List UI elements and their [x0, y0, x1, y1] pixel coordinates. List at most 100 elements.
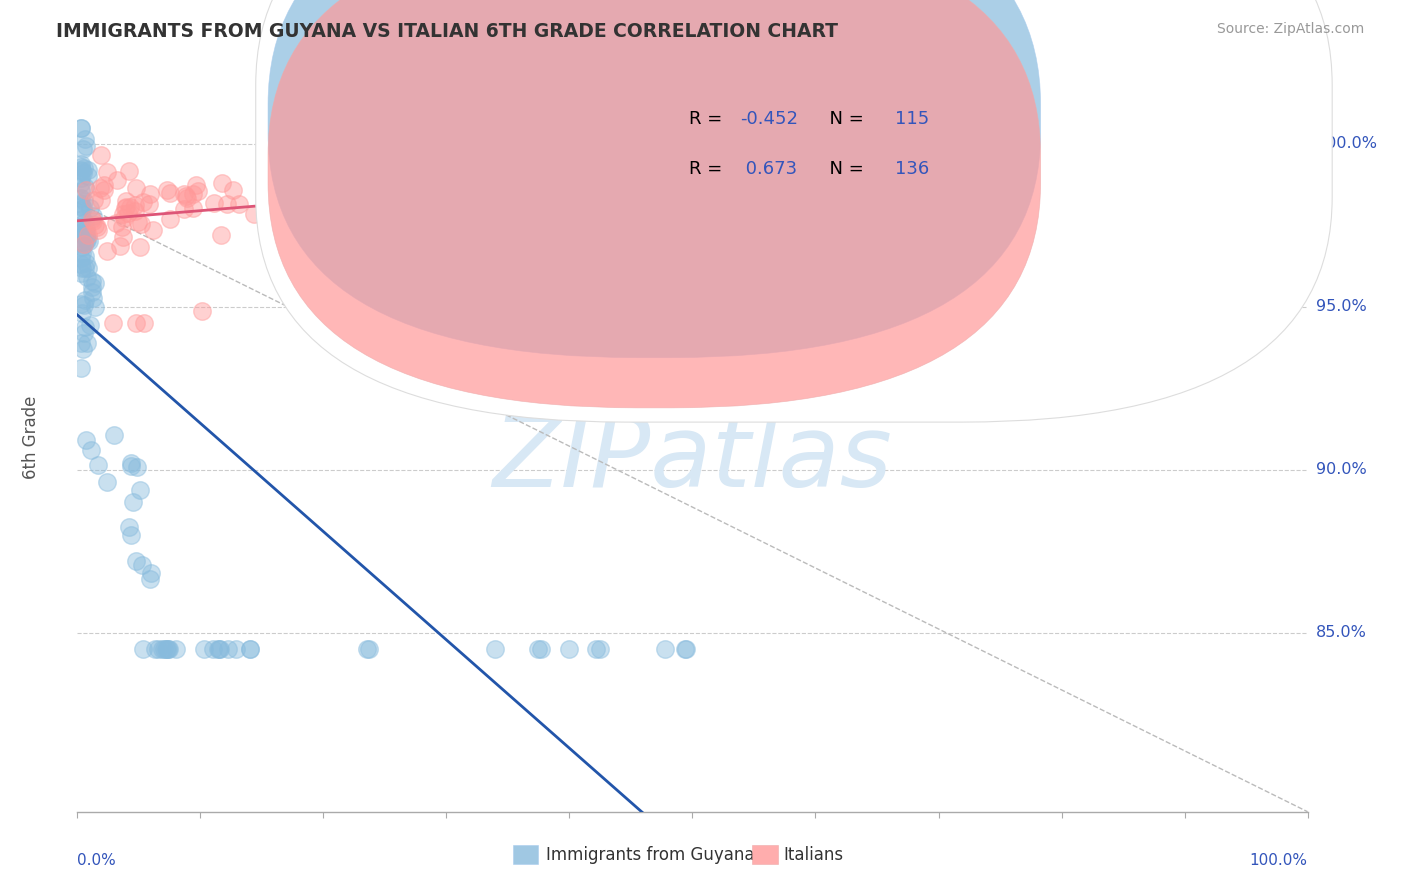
Point: [907, 120, 929, 135]
Point: [974, 153, 997, 167]
Point: [108, 239, 131, 253]
Point: [70, 171, 93, 186]
Point: [70, 336, 93, 351]
Point: [193, 641, 215, 656]
Point: [181, 187, 204, 202]
Point: [344, 202, 367, 217]
Text: 95.0%: 95.0%: [1316, 300, 1367, 314]
Point: [855, 161, 877, 176]
Point: [581, 161, 603, 176]
Point: [75, 180, 97, 194]
Point: [125, 180, 148, 194]
Point: [70, 211, 93, 226]
Point: [893, 152, 915, 166]
Point: [120, 458, 142, 473]
Point: [391, 132, 413, 146]
Point: [73, 194, 96, 208]
Point: [131, 558, 153, 572]
Point: [129, 217, 152, 231]
Point: [538, 167, 561, 181]
Point: [804, 163, 827, 178]
Point: [1076, 165, 1098, 179]
Point: [450, 158, 472, 172]
Point: [129, 483, 152, 497]
Point: [86, 220, 108, 235]
Point: [72, 343, 94, 357]
Point: [165, 641, 187, 656]
Point: [82, 280, 104, 294]
Point: [225, 641, 247, 656]
Point: [769, 129, 792, 144]
Point: [70, 219, 93, 234]
Point: [80, 274, 103, 288]
Point: [72, 166, 94, 180]
Point: [243, 207, 266, 221]
Point: [114, 201, 136, 215]
Point: [308, 223, 330, 237]
Point: [70, 306, 93, 320]
Point: [139, 566, 162, 580]
Point: [79, 234, 101, 248]
FancyBboxPatch shape: [269, 0, 1040, 358]
Point: [70, 220, 93, 235]
Text: Immigrants from Guyana: Immigrants from Guyana: [546, 846, 754, 863]
Text: 136: 136: [896, 160, 929, 178]
Point: [207, 641, 229, 656]
Point: [173, 186, 195, 201]
Point: [202, 641, 225, 656]
Point: [155, 641, 177, 656]
Point: [132, 194, 155, 209]
Point: [124, 198, 146, 212]
Text: R =: R =: [689, 110, 728, 128]
Point: [82, 214, 104, 228]
Point: [269, 202, 291, 216]
Point: [222, 183, 245, 197]
Point: [838, 177, 860, 191]
Point: [70, 251, 93, 265]
Point: [146, 641, 169, 656]
Point: [87, 458, 110, 472]
Point: [70, 235, 93, 250]
Point: [75, 433, 97, 447]
Point: [139, 573, 162, 587]
Point: [673, 641, 696, 656]
Point: [150, 641, 173, 656]
Point: [90, 193, 112, 207]
Point: [75, 139, 97, 153]
Point: [82, 209, 104, 223]
Point: [432, 199, 454, 213]
Point: [239, 641, 262, 656]
Point: [187, 184, 209, 198]
Point: [585, 641, 607, 656]
Point: [426, 212, 449, 227]
Point: [82, 291, 104, 305]
Point: [939, 152, 962, 166]
Point: [105, 216, 128, 230]
Point: [75, 260, 97, 275]
Point: [434, 170, 457, 185]
Point: [129, 240, 152, 254]
Point: [124, 203, 146, 218]
Point: [70, 261, 93, 276]
Point: [359, 641, 381, 656]
Point: [374, 195, 396, 210]
Point: [217, 641, 239, 656]
Point: [76, 233, 98, 247]
Point: [90, 148, 112, 162]
Point: [70, 184, 93, 198]
Point: [79, 318, 101, 332]
Point: [815, 126, 838, 140]
Point: [260, 206, 283, 220]
Point: [80, 442, 103, 457]
Point: [1056, 116, 1078, 130]
Point: [1226, 127, 1249, 141]
Point: [73, 249, 96, 263]
Point: [208, 641, 231, 656]
Point: [624, 267, 647, 281]
Point: [87, 223, 110, 237]
Point: [156, 183, 179, 197]
Point: [673, 164, 696, 178]
Point: [138, 197, 160, 211]
Text: 100.0%: 100.0%: [1250, 853, 1308, 868]
Point: [70, 266, 93, 280]
